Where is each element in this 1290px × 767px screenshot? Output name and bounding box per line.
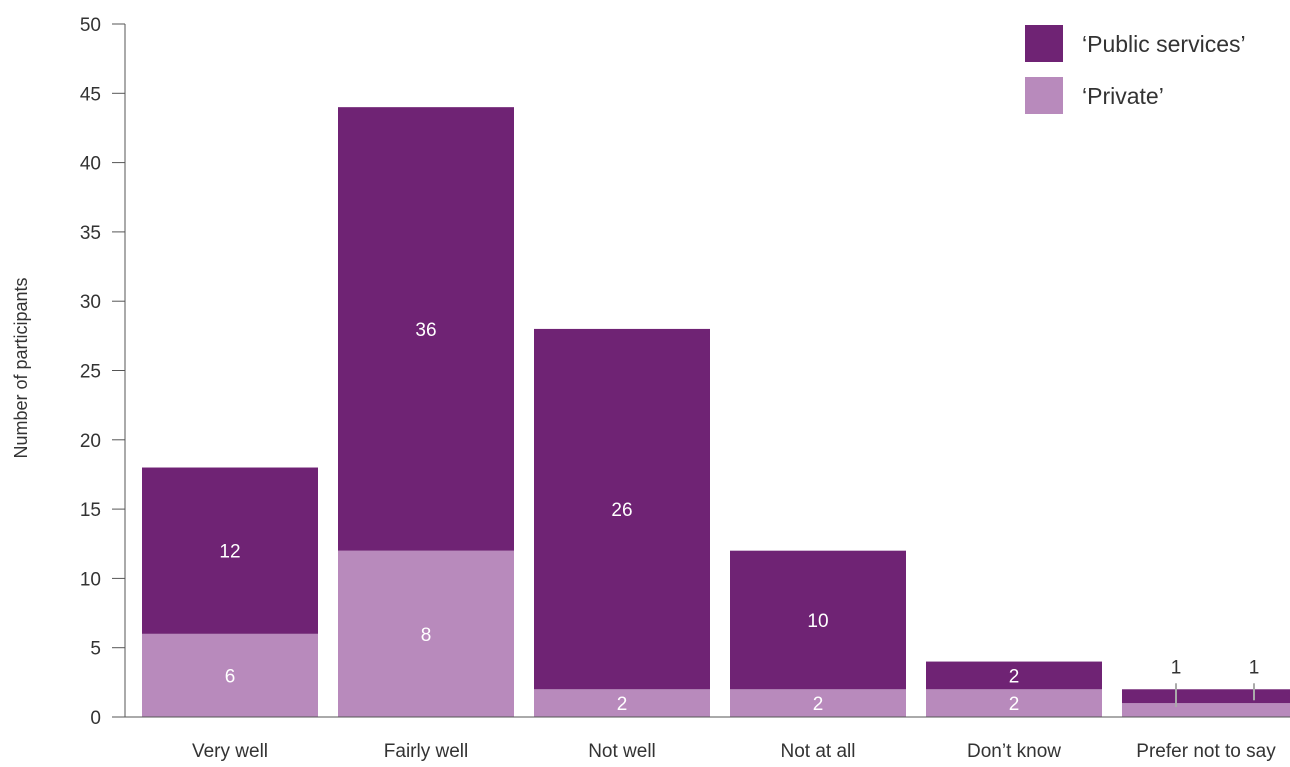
data-label-private: 8 bbox=[421, 625, 432, 646]
y-tick-label: 10 bbox=[80, 569, 101, 590]
legend-label: ‘Private’ bbox=[1082, 83, 1164, 109]
data-label-private: 2 bbox=[813, 694, 824, 715]
legend-swatch bbox=[1025, 25, 1063, 62]
bar-public-services bbox=[142, 467, 318, 634]
legend: ‘Public services’ ‘Private’ bbox=[1025, 25, 1246, 114]
y-axis-title: Number of participants bbox=[11, 277, 31, 458]
legend-label: ‘Public services’ bbox=[1082, 31, 1246, 57]
x-category-label: Very well bbox=[192, 741, 268, 762]
data-label-public-services: 12 bbox=[219, 542, 240, 563]
data-label-public-services: 26 bbox=[611, 500, 632, 521]
y-tick-label: 15 bbox=[80, 500, 101, 521]
x-category-label: Not at all bbox=[781, 741, 856, 762]
y-tick-label: 5 bbox=[90, 639, 101, 660]
y-tick-label: 40 bbox=[80, 154, 101, 175]
data-label-public-services: 10 bbox=[807, 611, 828, 632]
data-label-private: 6 bbox=[225, 666, 236, 687]
y-tick-label: 45 bbox=[80, 84, 101, 105]
bar-public-services bbox=[1122, 689, 1290, 704]
x-category-label: Fairly well bbox=[384, 741, 468, 762]
data-label-private: 2 bbox=[617, 694, 628, 715]
bar-public-services bbox=[338, 107, 514, 551]
y-tick-label: 35 bbox=[80, 223, 101, 244]
bar-private bbox=[338, 550, 514, 717]
y-tick-label: 50 bbox=[80, 15, 101, 36]
bar-private bbox=[142, 633, 318, 717]
y-axis: 0 5 10 15 20 25 30 35 40 45 50 bbox=[80, 15, 126, 729]
bar-private bbox=[730, 689, 906, 717]
y-tick-label: 25 bbox=[80, 362, 101, 383]
bar-public-services bbox=[926, 661, 1102, 690]
x-axis: Very well Fairly well Not well Not at all Do… bbox=[125, 716, 1290, 762]
bar-public-services bbox=[534, 328, 710, 690]
data-label-private: 2 bbox=[1009, 694, 1020, 715]
data-label-private: 1 bbox=[1171, 657, 1182, 678]
x-category-label: Prefer not to say bbox=[1136, 741, 1276, 762]
bar-public-services bbox=[730, 550, 906, 690]
y-tick-label: 30 bbox=[80, 292, 101, 313]
y-tick-label: 20 bbox=[80, 431, 101, 452]
legend-swatch bbox=[1025, 77, 1063, 114]
x-category-label: Don’t know bbox=[967, 741, 1061, 762]
bar-private bbox=[926, 689, 1102, 717]
data-label-public-services: 2 bbox=[1009, 666, 1020, 687]
bar-private bbox=[1122, 703, 1290, 717]
data-label-public-services: 36 bbox=[415, 320, 436, 341]
x-category-label: Not well bbox=[588, 741, 656, 762]
bar-private bbox=[534, 689, 710, 717]
bars-layer: 12 6 36 8 26 2 10 2 2 2 1 1 bbox=[142, 107, 1290, 717]
y-tick-label: 0 bbox=[90, 708, 101, 729]
data-label-public-services: 1 bbox=[1249, 657, 1260, 678]
